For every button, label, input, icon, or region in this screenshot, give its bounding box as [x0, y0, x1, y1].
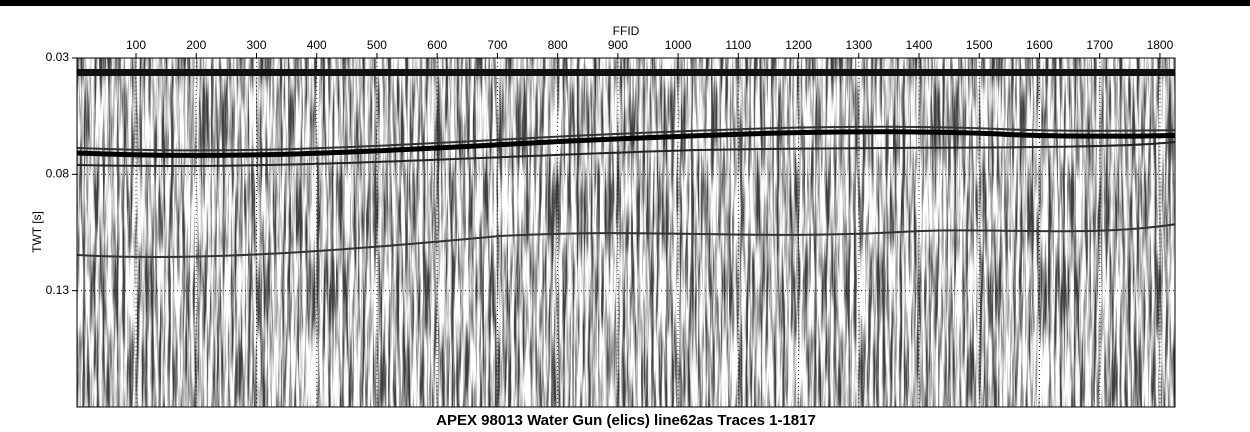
x-tick-label: 600 — [427, 38, 447, 52]
x-axis-label: FFID — [613, 24, 640, 38]
y-axis-label: TWT [s] — [30, 211, 44, 253]
y-tick-label: 0.13 — [46, 283, 70, 297]
x-tick-label: 1600 — [1026, 38, 1053, 52]
top-border — [0, 0, 1250, 6]
x-tick-label: 1300 — [845, 38, 872, 52]
x-tick-label: 1400 — [906, 38, 933, 52]
y-tick-label: 0.03 — [46, 50, 70, 64]
x-tick-label: 100 — [126, 38, 146, 52]
x-tick-label: 1500 — [966, 38, 993, 52]
x-tick-label: 500 — [367, 38, 387, 52]
x-tick-label: 700 — [487, 38, 507, 52]
x-tick-label: 400 — [307, 38, 327, 52]
seismic-image — [77, 58, 1175, 407]
x-tick-label: 200 — [186, 38, 206, 52]
x-tick-label: 300 — [246, 38, 266, 52]
x-tick-label: 1700 — [1086, 38, 1113, 52]
x-tick-label: 1100 — [725, 38, 751, 52]
y-tick-label: 0.08 — [46, 167, 70, 181]
x-tick-label: 800 — [548, 38, 568, 52]
x-tick-label: 1800 — [1147, 38, 1174, 52]
chart-title: APEX 98013 Water Gun (elics) line62as Tr… — [436, 412, 816, 429]
x-tick-label: 1000 — [665, 38, 692, 52]
x-tick-label: 1200 — [785, 38, 812, 52]
x-tick-label: 900 — [608, 38, 628, 52]
